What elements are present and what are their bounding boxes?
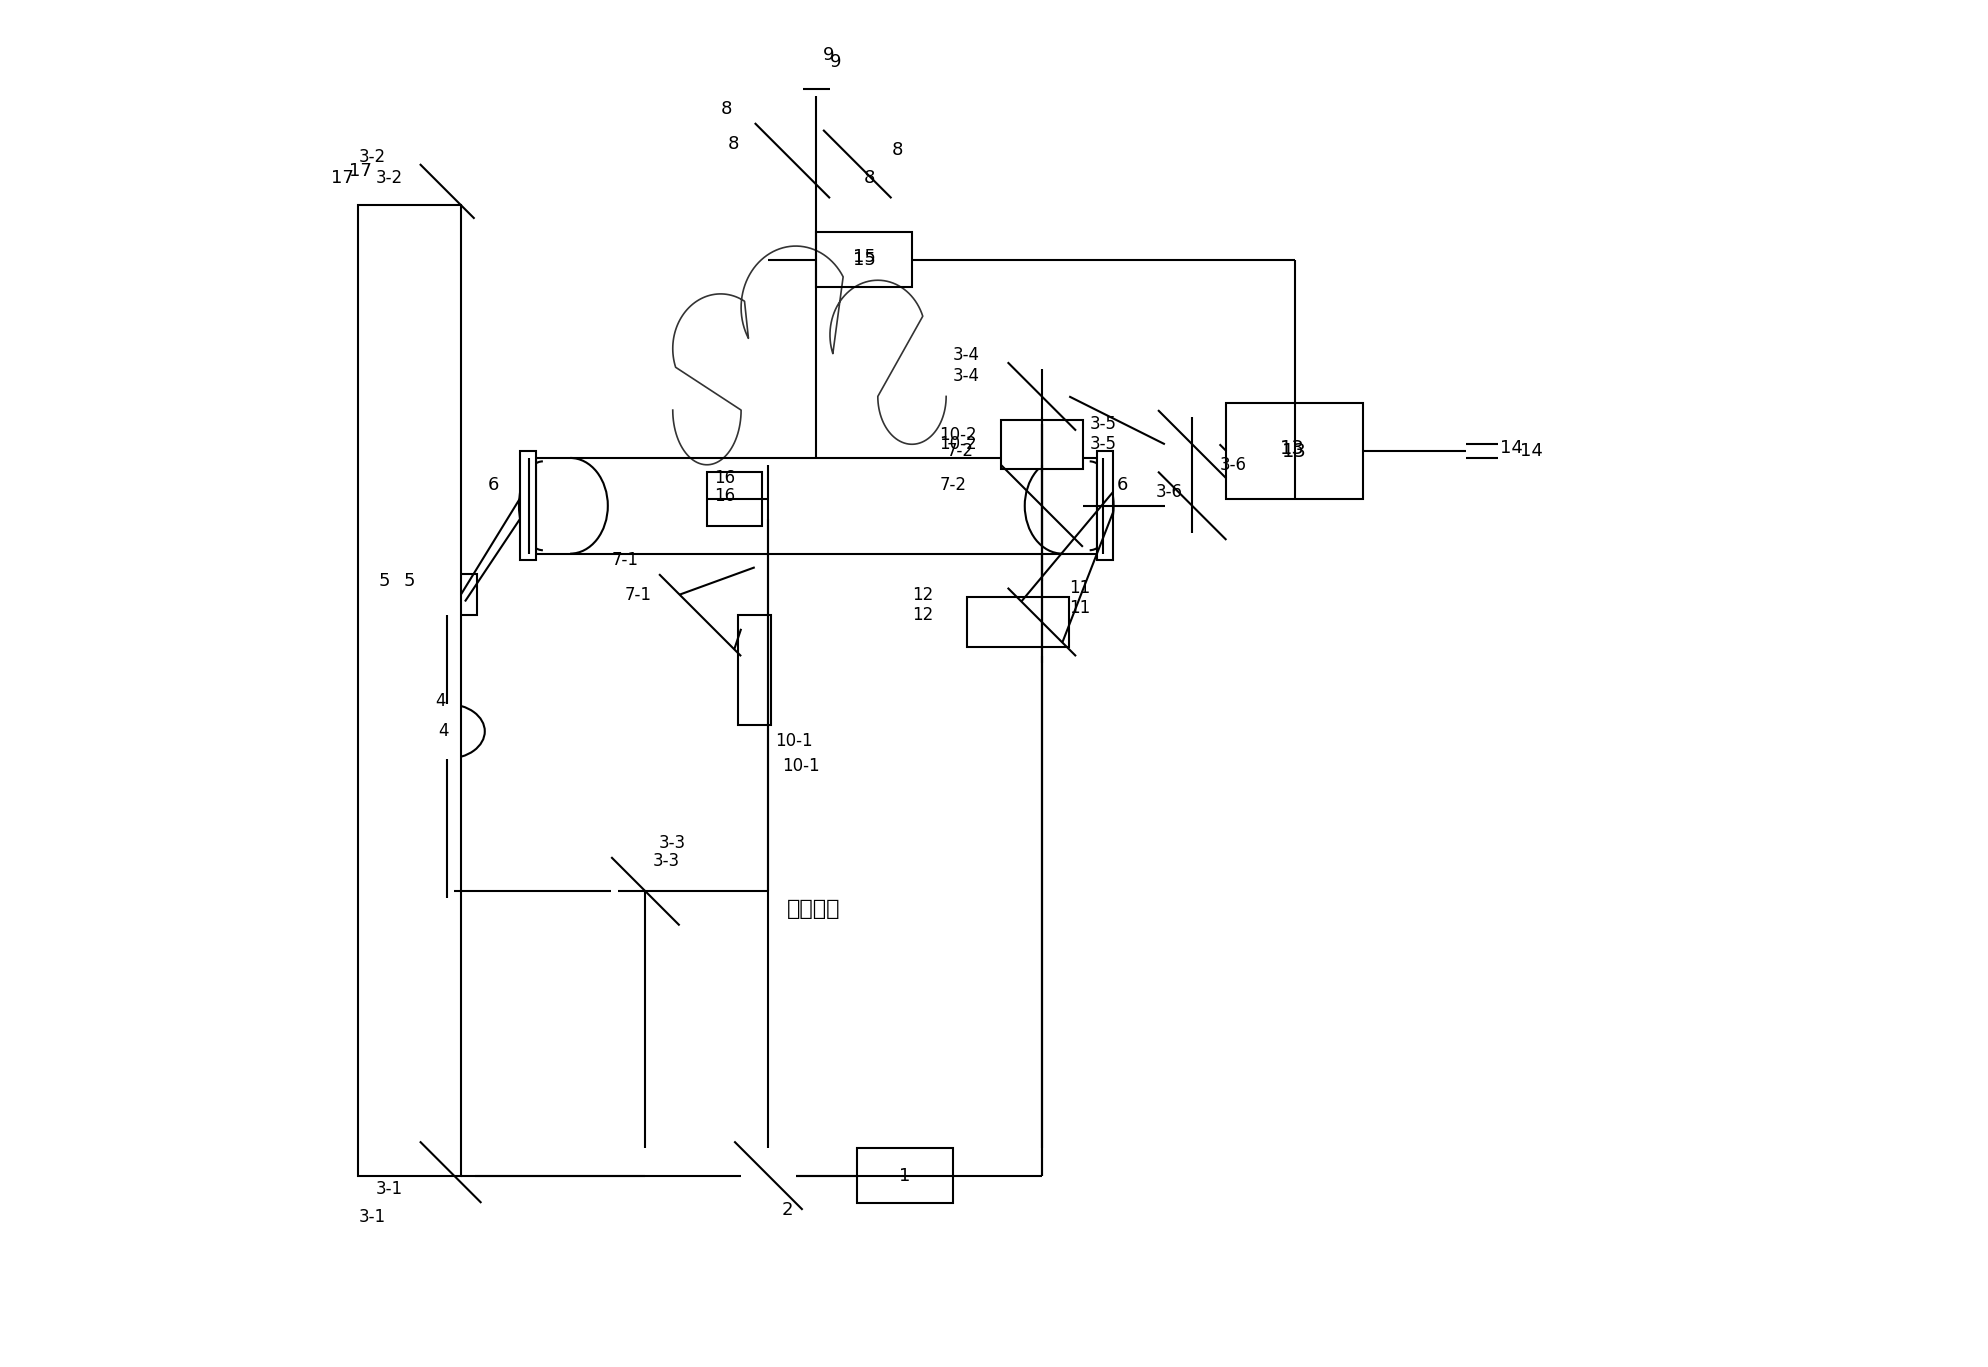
Text: 17: 17	[348, 161, 372, 180]
Text: 10-1: 10-1	[781, 756, 819, 775]
Bar	[519, 451, 537, 560]
Bar	[857, 1148, 952, 1203]
Text: 7-2: 7-2	[946, 442, 974, 461]
Text: 3-6: 3-6	[1155, 483, 1183, 502]
Text: 6: 6	[1117, 476, 1129, 495]
Text: 7-1: 7-1	[610, 551, 638, 570]
Bar	[1227, 403, 1364, 499]
Bar	[1097, 451, 1113, 560]
Text: 3-1: 3-1	[358, 1207, 386, 1226]
Text: 9: 9	[829, 52, 841, 71]
Text: 8: 8	[720, 100, 732, 119]
Text: 15: 15	[853, 250, 875, 269]
Text: 3-5: 3-5	[1089, 435, 1117, 454]
Text: 3-5: 3-5	[1089, 414, 1117, 433]
Text: 12: 12	[912, 585, 932, 604]
Text: 6: 6	[489, 476, 499, 495]
Bar	[358, 205, 461, 1176]
Text: 4: 4	[435, 692, 445, 711]
Bar	[537, 458, 1097, 554]
Text: 13: 13	[1282, 442, 1308, 461]
Text: 3-4: 3-4	[952, 366, 980, 385]
Text: 16: 16	[714, 469, 736, 488]
Text: 14: 14	[1521, 442, 1543, 461]
Text: 11: 11	[1070, 599, 1091, 618]
Text: 17: 17	[332, 168, 354, 187]
Bar	[708, 472, 761, 526]
Text: 3-3: 3-3	[660, 834, 686, 853]
Bar	[417, 574, 477, 615]
Text: 7-1: 7-1	[624, 585, 652, 604]
Text: 燃烧区域: 燃烧区域	[787, 899, 841, 919]
Bar	[817, 232, 912, 287]
Text: 11: 11	[1070, 578, 1091, 597]
Text: 1: 1	[899, 1166, 911, 1185]
Bar	[738, 615, 771, 725]
Text: 13: 13	[1280, 439, 1304, 458]
Text: 15: 15	[853, 247, 875, 267]
Text: 2: 2	[781, 1200, 793, 1219]
Text: 3-4: 3-4	[952, 346, 980, 365]
Bar	[966, 597, 1070, 647]
Text: 3-1: 3-1	[376, 1180, 404, 1199]
Text: 12: 12	[912, 606, 932, 625]
Text: 3-2: 3-2	[376, 168, 404, 187]
Text: 7-2: 7-2	[938, 476, 966, 495]
Text: 5: 5	[380, 571, 390, 591]
Text: 3-3: 3-3	[652, 852, 680, 871]
Text: 5: 5	[404, 571, 415, 591]
Text: 3-2: 3-2	[358, 148, 386, 167]
Text: 8: 8	[865, 168, 875, 187]
Text: 16: 16	[714, 487, 736, 506]
Text: 14: 14	[1499, 439, 1523, 458]
Text: 10-2: 10-2	[938, 425, 976, 444]
Text: 4: 4	[437, 722, 449, 741]
Text: 3-6: 3-6	[1219, 455, 1246, 474]
Text: 10-1: 10-1	[775, 731, 813, 750]
Text: 8: 8	[891, 141, 903, 160]
Text: 8: 8	[728, 134, 740, 153]
Text: 9: 9	[823, 45, 835, 64]
Bar	[1000, 420, 1083, 469]
Text: 10-2: 10-2	[938, 435, 976, 454]
